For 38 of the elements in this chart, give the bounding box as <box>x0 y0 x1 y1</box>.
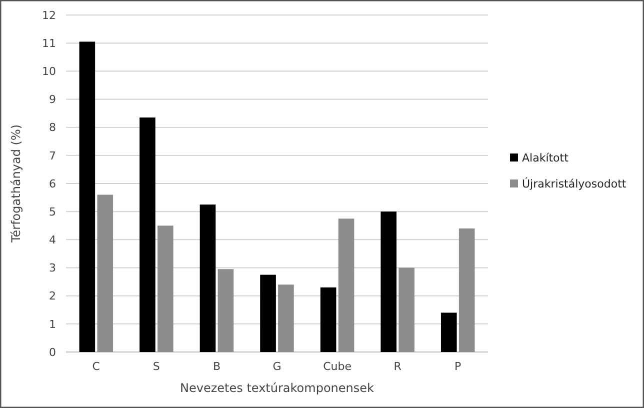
x-tick-label: R <box>394 360 402 373</box>
bar <box>458 228 475 352</box>
y-tick-label: 8 <box>49 121 56 134</box>
bar <box>440 312 457 352</box>
bar <box>380 212 396 352</box>
bar <box>158 226 174 352</box>
bar <box>79 42 96 352</box>
y-tick-label: 6 <box>49 177 56 190</box>
y-tick-label: 1 <box>49 318 56 331</box>
bar <box>278 284 294 352</box>
x-tick-label: B <box>212 360 220 373</box>
y-tick-label: 9 <box>49 93 56 106</box>
x-tick-label: P <box>454 360 462 373</box>
y-tick-label: 11 <box>42 36 56 50</box>
legend-label: Alakított <box>522 151 570 164</box>
y-tick-label: 2 <box>49 290 56 303</box>
y-tick-label: 10 <box>42 65 56 78</box>
legend-label: Újrakristályosodott <box>522 176 627 190</box>
x-tick-label: G <box>272 360 282 373</box>
bar <box>200 204 216 352</box>
y-tick-label: 12 <box>42 8 56 22</box>
bar <box>97 194 114 352</box>
y-tick-label: 0 <box>49 346 56 359</box>
bar <box>140 118 156 352</box>
x-axis-title: Nevezetes textúrakomponensek <box>180 381 374 395</box>
x-tick-label: Cube <box>323 360 352 373</box>
bar <box>398 268 414 352</box>
y-tick-label: 5 <box>49 205 56 218</box>
bar <box>338 218 354 352</box>
y-tick-label: 4 <box>49 234 56 247</box>
x-tick-label: S <box>152 360 160 373</box>
bar <box>320 287 336 352</box>
y-axis-title: Térfogathányad (%) <box>9 124 23 244</box>
y-tick-label: 3 <box>49 262 56 275</box>
bar <box>260 274 276 352</box>
x-tick-label: C <box>92 360 100 373</box>
bar <box>218 269 234 352</box>
y-tick-label: 7 <box>49 149 56 162</box>
